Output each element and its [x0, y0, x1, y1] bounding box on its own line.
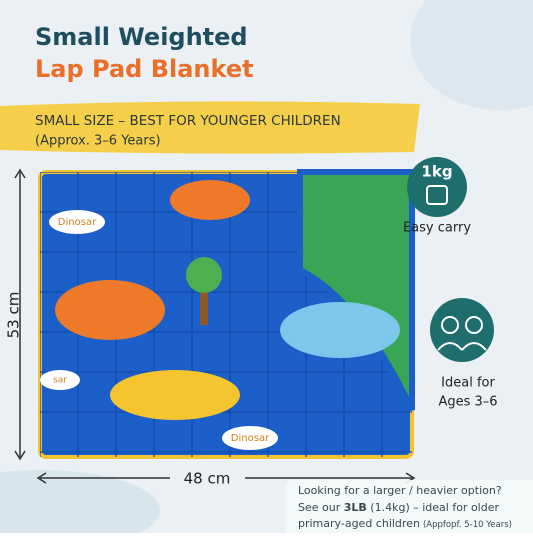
watercolor	[410, 0, 533, 110]
banner	[0, 101, 420, 154]
feature-caption: Ages 3–6	[438, 395, 497, 410]
footer-text: primary-aged children (Appfopf. 5-10 Year…	[298, 517, 512, 530]
footer-bold: 3LB	[344, 501, 367, 514]
children-icon	[437, 342, 487, 351]
scale-icon	[426, 185, 448, 205]
weight-icon-text: 1kg	[421, 163, 452, 181]
children-icon	[430, 298, 494, 362]
width-label: 48 cm	[184, 470, 231, 488]
subtitle: Lap Pad Blanket	[35, 55, 254, 83]
blanket-label: Dinosar	[58, 217, 97, 228]
footer-text: See our 3LB (1.4kg) – ideal for older	[298, 501, 499, 514]
blanket: Dinosar sar Dinosar	[38, 169, 415, 459]
blanket-label: Dinosar	[231, 433, 270, 444]
watercolor	[0, 470, 160, 537]
footer-text: See our	[298, 501, 344, 514]
footer-small: (Appfopf. 5-10 Years)	[423, 520, 512, 530]
blanket-label: sar	[53, 376, 67, 386]
children-icon	[441, 316, 459, 334]
feature-caption: Ideal for	[441, 376, 495, 391]
banner-text: (Approx. 3–6 Years)	[35, 134, 161, 149]
footer-text: Looking for a larger / heavier option?	[298, 484, 502, 497]
height-label: 53 cm	[5, 292, 23, 339]
footer-box	[285, 480, 533, 537]
height-arrow	[14, 168, 26, 461]
footer-text: (1.4kg) – ideal for older	[367, 501, 500, 514]
banner-text: SMALL SIZE – BEST FOR YOUNGER CHILDREN	[35, 113, 341, 129]
feature-caption: Easy carry	[403, 221, 471, 236]
footer-text: primary-aged children	[298, 517, 420, 530]
children-icon	[465, 316, 483, 334]
title: Small Weighted	[35, 23, 248, 51]
